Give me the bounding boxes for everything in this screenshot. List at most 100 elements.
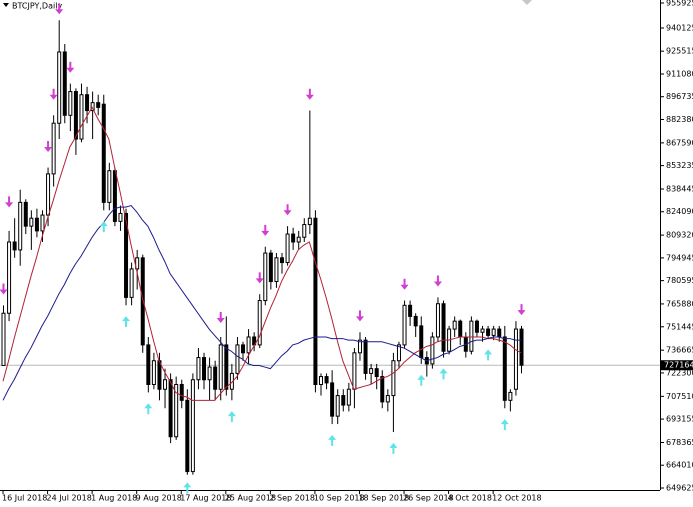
- x-tick-label: 18 Sep 2018: [358, 494, 409, 503]
- sell-arrow: [355, 310, 364, 322]
- y-tick-label: 751445: [666, 322, 693, 331]
- candle-body: [469, 320, 474, 352]
- candle-body: [263, 252, 268, 302]
- sell-arrow: [261, 224, 270, 236]
- candle-body: [51, 122, 56, 175]
- candle-body: [268, 252, 273, 283]
- candle-body: [430, 336, 435, 365]
- y-tick-label: 911080: [666, 70, 693, 79]
- candle-body: [318, 376, 323, 385]
- candle-body: [519, 328, 524, 366]
- candle-body: [396, 344, 401, 362]
- y-tick-label: 940125: [666, 24, 693, 33]
- y-tick-label: 722300: [666, 368, 693, 377]
- moving-average-line: [2, 106, 522, 401]
- candle-body: [190, 379, 195, 473]
- candle-body: [29, 217, 34, 227]
- y-tick-label: 693155: [666, 415, 693, 424]
- sell-arrow: [305, 88, 314, 100]
- candle-body: [12, 241, 17, 251]
- candle-body: [513, 328, 518, 390]
- buy-arrow: [183, 482, 192, 494]
- candle-body: [135, 257, 140, 270]
- x-tick-label: 4 Oct 2018: [448, 494, 492, 503]
- plot-area: [0, 3, 660, 494]
- candle-body: [112, 170, 117, 222]
- candle-body: [502, 336, 507, 401]
- shift-marker: [522, 0, 532, 5]
- sell-arrow: [283, 204, 292, 216]
- x-tick-label: 12 Oct 2018: [492, 494, 541, 503]
- candle-body: [213, 366, 218, 390]
- buy-arrow: [328, 434, 337, 446]
- x-tick-label: 25 Aug 2018: [225, 494, 276, 503]
- last-price-box: [661, 360, 693, 371]
- candle-body: [374, 368, 379, 378]
- menu-triangle[interactable]: [3, 3, 9, 7]
- candle-body: [380, 376, 385, 403]
- candle-body: [18, 201, 23, 251]
- x-tick-label: 26 Sep 2018: [403, 494, 454, 503]
- candle-body: [57, 51, 62, 124]
- candle-body: [46, 173, 51, 216]
- candle-body: [179, 383, 184, 401]
- candle-body: [441, 303, 446, 352]
- sell-arrow: [55, 3, 64, 15]
- candle-body: [207, 366, 212, 381]
- candle-body: [497, 328, 502, 338]
- candle-body: [85, 94, 90, 112]
- candle-body: [324, 376, 329, 384]
- candle-body: [291, 233, 296, 243]
- candle-body: [419, 325, 424, 359]
- sell-arrow: [44, 140, 53, 152]
- candle-body: [151, 360, 156, 385]
- candle-body: [96, 102, 101, 108]
- y-tick-label: 925515: [666, 47, 693, 56]
- candle-body: [335, 395, 340, 417]
- y-tick-label: 678365: [666, 438, 693, 447]
- candle-body: [146, 344, 151, 385]
- sell-arrow: [433, 275, 442, 287]
- candle-body: [68, 91, 73, 116]
- last-price-label: 727164: [664, 361, 693, 370]
- buy-arrow: [144, 403, 153, 415]
- candle-body: [385, 395, 390, 403]
- y-tick-label: 955925: [666, 0, 693, 8]
- buy-arrow: [227, 411, 236, 423]
- candle-body: [508, 391, 513, 401]
- buy-arrow: [439, 368, 448, 380]
- y-tick-label: 765880: [666, 299, 693, 308]
- buy-arrow: [417, 374, 426, 386]
- y-tick-label: 853235: [666, 161, 693, 170]
- sell-arrow: [5, 196, 14, 208]
- candle-body: [224, 344, 229, 390]
- candle-body: [235, 344, 240, 374]
- x-tick-label: 24 Jul 2018: [47, 494, 92, 503]
- buy-arrow: [99, 221, 108, 233]
- x-tick-label: 10 Sep 2018: [314, 494, 365, 503]
- candle-body: [62, 51, 67, 116]
- candle-body: [491, 328, 496, 336]
- candle-body: [352, 352, 357, 390]
- x-tick-label: 1 Aug 2018: [91, 494, 137, 503]
- candle-body: [474, 320, 479, 333]
- candle-body: [140, 257, 145, 346]
- sell-arrow: [49, 88, 58, 100]
- candle-body: [285, 233, 290, 264]
- candle-body: [313, 217, 318, 385]
- candle-body: [302, 224, 307, 238]
- y-tick-label: 707510: [666, 392, 693, 401]
- candle-body: [185, 399, 190, 473]
- x-tick-label: 17 Aug 2018: [180, 494, 231, 503]
- candle-body: [118, 212, 123, 222]
- candle-body: [280, 257, 284, 264]
- candle-body: [40, 214, 45, 232]
- candle-body: [241, 344, 246, 354]
- candle-body: [90, 102, 95, 112]
- y-tick-label: 664010: [666, 461, 693, 470]
- candle-body: [124, 212, 129, 298]
- candle-body: [458, 320, 463, 338]
- candle-body: [73, 91, 78, 140]
